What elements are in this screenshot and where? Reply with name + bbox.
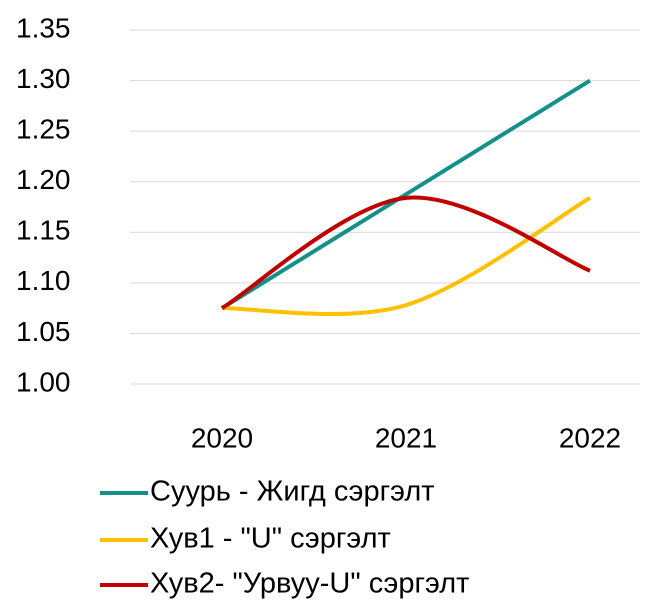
y-tick-label: 1.20 (16, 164, 71, 195)
y-tick-label: 1.25 (16, 114, 71, 145)
legend-label: Суурь - Жигд сэргэлт (150, 476, 435, 508)
y-tick-label: 1.30 (16, 63, 71, 94)
y-tick-label: 1.05 (16, 316, 71, 347)
x-tick-label: 2021 (375, 422, 437, 453)
y-tick-label: 1.35 (16, 12, 71, 43)
y-tick-label: 1.10 (16, 265, 71, 296)
series-line (220, 78, 592, 310)
x-tick-label: 2022 (559, 422, 621, 453)
y-tick-label: 1.15 (16, 215, 71, 246)
y-tick-label: 1.00 (16, 366, 71, 397)
series-line (220, 195, 591, 310)
legend-label: Хув1 - "U" сэргэлт (150, 523, 391, 555)
x-tick-label: 2020 (191, 422, 253, 453)
series-line (221, 196, 592, 317)
legend-label: Хув2- "Урвуу-U" сэргэлт (150, 568, 469, 600)
